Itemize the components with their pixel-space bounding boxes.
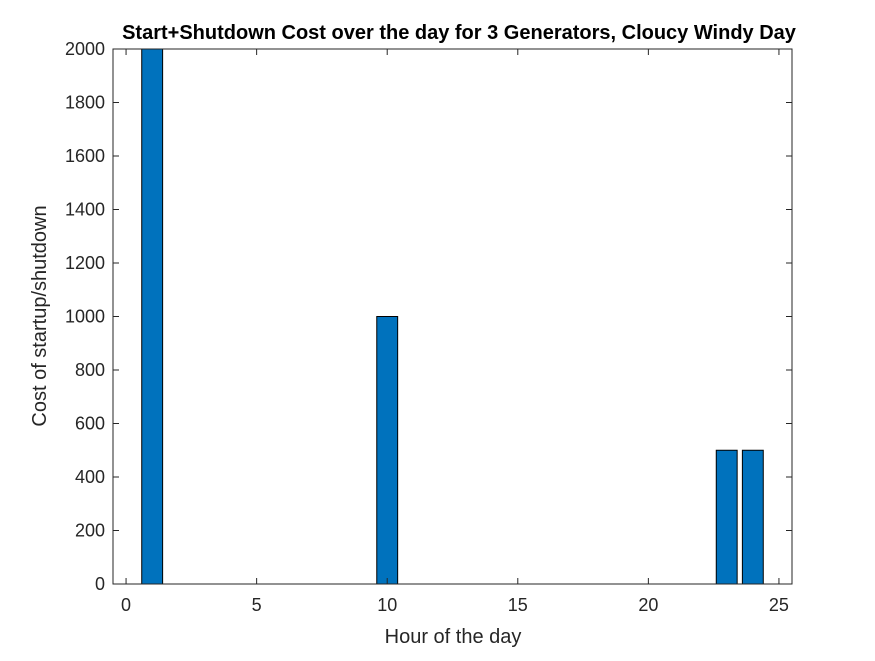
- bar-1: [376, 316, 399, 585]
- x-axis-label: Hour of the day: [385, 626, 522, 648]
- x-tick-label-4: 20: [638, 595, 658, 615]
- plot-area: 0 5 10 15 20 25 0 200 400 600 800 1000 1200 1400 1600 1…: [65, 39, 793, 615]
- chart-title: Start+Shutdown Cost over the day for 3 G…: [122, 22, 797, 44]
- y-axis-label: Cost of startup/shutdown: [29, 205, 51, 426]
- y-tick-label-1: 200: [75, 521, 105, 541]
- x-tick-label-3: 15: [508, 595, 528, 615]
- y-tick-label-4: 800: [75, 360, 105, 380]
- y-tick-label-3: 600: [75, 414, 105, 434]
- y-tick-label-5: 1000: [65, 307, 105, 327]
- y-tick-label-0: 0: [95, 574, 105, 594]
- x-tick-label-1: 5: [252, 595, 262, 615]
- y-tick-label-9: 1800: [65, 93, 105, 113]
- bar-2: [715, 449, 738, 585]
- y-tick-label-2: 400: [75, 467, 105, 487]
- bar-0: [141, 48, 164, 585]
- x-tick-label-2: 10: [377, 595, 397, 615]
- y-tick-label-7: 1400: [65, 200, 105, 220]
- y-tick-label-10: 2000: [65, 39, 105, 59]
- x-tick-label-5: 25: [769, 595, 789, 615]
- y-tick-label-8: 1600: [65, 146, 105, 166]
- bar-3: [741, 449, 764, 585]
- y-tick-label-6: 1200: [65, 253, 105, 273]
- x-tick-label-0: 0: [121, 595, 131, 615]
